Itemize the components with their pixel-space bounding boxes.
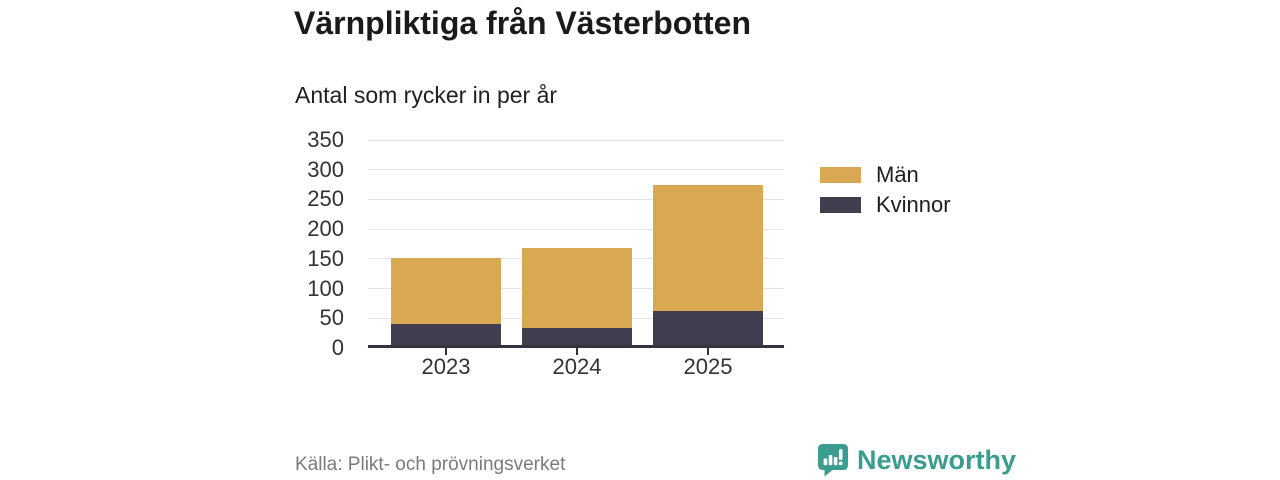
- legend-swatch-women: [820, 197, 861, 213]
- newsworthy-logo: Newsworthy: [817, 443, 1016, 477]
- x-tick-label: 2025: [683, 354, 733, 379]
- bar-segment-kvinnor-2024: [522, 328, 632, 345]
- gridline: [368, 139, 784, 141]
- chart-subtitle: Antal som rycker in per år: [295, 82, 558, 108]
- gridline: [368, 169, 784, 171]
- y-tick-label: 300: [307, 156, 344, 182]
- gridline: [368, 198, 784, 200]
- y-tick-label: 100: [307, 275, 344, 301]
- legend-swatch-men: [820, 167, 861, 183]
- y-tick-label: 150: [307, 245, 344, 271]
- legend-label-women: Kvinnor: [876, 192, 951, 217]
- bar-segment-män-2023: [391, 258, 501, 325]
- x-axis-tick: [576, 348, 578, 355]
- x-tick-label: 2024: [552, 354, 602, 379]
- legend-label-men: Män: [876, 162, 919, 187]
- x-axis-tick: [445, 348, 447, 355]
- y-tick-label: 0: [331, 335, 344, 360]
- bar-segment-kvinnor-2025: [653, 310, 763, 345]
- gridline: [368, 228, 784, 230]
- plot-area: 2023 2024 2025: [368, 139, 784, 379]
- x-tick-label: 2023: [421, 354, 471, 379]
- bar-segment-kvinnor-2023: [391, 324, 501, 345]
- bar-segment-män-2024: [522, 248, 632, 329]
- newsworthy-wordmark: Newsworthy: [857, 445, 1017, 475]
- legend: Män Kvinnor: [820, 162, 951, 223]
- y-axis-labels: 0 50 100 150 200 250 300 350: [240, 127, 356, 360]
- x-axis-tick: [707, 348, 709, 355]
- y-tick-label: 350: [307, 127, 344, 152]
- y-tick-label: 200: [307, 216, 344, 242]
- y-tick-label: 50: [319, 305, 344, 331]
- newsworthy-chart-bubble-icon: [818, 444, 848, 477]
- bar-segment-män-2025: [653, 184, 763, 311]
- legend-item-men: Män: [820, 162, 951, 187]
- y-tick-label: 250: [307, 186, 344, 212]
- chart-title: Värnpliktiga från Västerbotten: [294, 5, 751, 41]
- source-note: Källa: Plikt- och prövningsverket: [295, 454, 566, 475]
- legend-item-women: Kvinnor: [820, 192, 951, 217]
